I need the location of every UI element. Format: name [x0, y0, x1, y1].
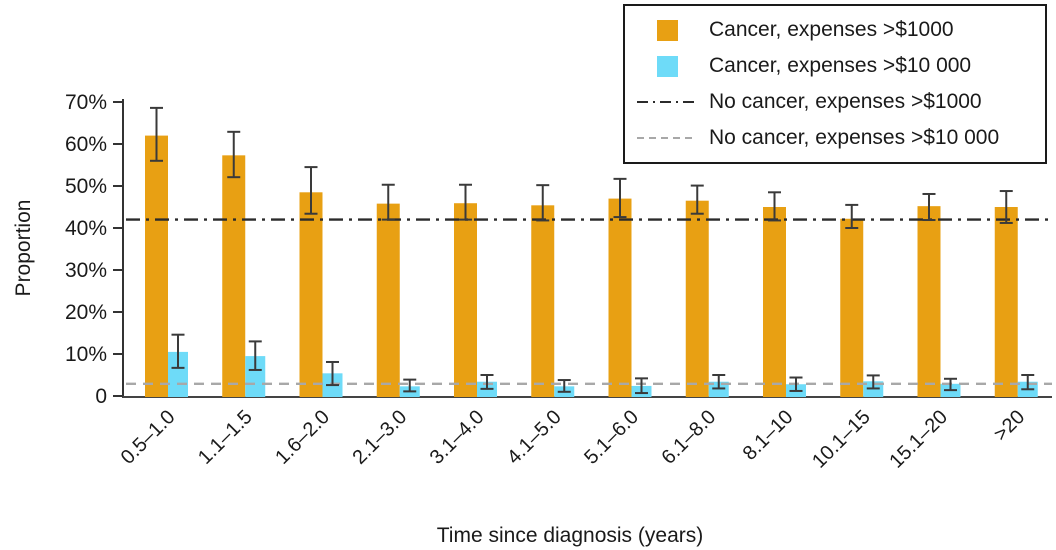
- legend-item: Cancer, expenses >$1000: [625, 18, 1045, 42]
- color-swatch: [656, 19, 678, 41]
- bar-cancer-gt1000: [763, 207, 786, 397]
- bar-cancer-gt10000: [245, 356, 266, 397]
- bar-cancer-gt1000: [840, 218, 864, 397]
- x-tick-label: 3.1–4.0: [426, 406, 489, 469]
- x-tick-label: 5.1–6.0: [580, 406, 643, 469]
- x-tick-label: 0.5–1.0: [117, 406, 180, 469]
- legend-item: Cancer, expenses >$10 000: [625, 54, 1045, 78]
- x-tick-label: 10.1–15: [808, 406, 875, 473]
- legend-item: No cancer, expenses >$1000: [625, 90, 1045, 114]
- legend-item-label: Cancer, expenses >$10 000: [709, 54, 972, 77]
- bar-cancer-gt1000: [454, 203, 477, 397]
- bar-cancer-gt1000: [608, 198, 632, 397]
- y-tick-label: 30%: [65, 259, 107, 282]
- bar-cancer-gt1000: [145, 135, 168, 397]
- x-tick-label: 2.1–3.0: [349, 406, 412, 469]
- y-tick-label: 10%: [65, 343, 107, 366]
- y-tick-label: 40%: [65, 217, 107, 240]
- dashdot-line-sample: [637, 101, 697, 103]
- color-swatch: [656, 55, 678, 77]
- y-tick-label: 0: [95, 385, 107, 408]
- dashed-line-sample: [637, 137, 697, 139]
- legend-swatch-icon: [625, 55, 709, 77]
- x-tick-label: 15.1–20: [885, 406, 952, 473]
- legend-item-label: No cancer, expenses >$10 000: [709, 126, 1000, 149]
- y-tick-label: 60%: [65, 133, 107, 156]
- legend-item-label: Cancer, expenses >$1000: [709, 18, 954, 41]
- legend-item: No cancer, expenses >$10 000: [625, 126, 1045, 150]
- x-tick-label: >20: [990, 406, 1030, 446]
- x-tick-label: 4.1–5.0: [503, 406, 566, 469]
- legend-box: Cancer, expenses >$1000 Cancer, expenses …: [623, 4, 1047, 164]
- bar-cancer-gt1000: [531, 205, 555, 397]
- x-tick-label: 6.1–8.0: [658, 406, 721, 469]
- bar-cancer-gt1000: [299, 192, 323, 397]
- bar-cancer-gt1000: [685, 200, 709, 397]
- y-axis-title: Proportion: [12, 200, 35, 297]
- legend-swatch-icon: [625, 19, 709, 41]
- x-tick-label: 1.6–2.0: [271, 406, 334, 469]
- y-tick-label: 50%: [65, 175, 107, 198]
- legend-line-icon: [625, 92, 709, 112]
- bar-cancer-gt1000: [917, 206, 941, 397]
- bar-cancer-gt10000: [168, 351, 188, 397]
- y-tick-label: 20%: [65, 301, 107, 324]
- bar-cancer-gt1000: [376, 203, 400, 397]
- bar-cancer-gt1000: [994, 207, 1018, 397]
- legend-line-icon: [625, 128, 709, 148]
- x-tick-label: 1.1–1.5: [194, 406, 257, 469]
- y-tick-label: 70%: [65, 91, 107, 114]
- bar-cancer-gt1000: [222, 155, 246, 397]
- x-tick-label: 8.1–10: [739, 406, 798, 465]
- legend-item-label: No cancer, expenses >$1000: [709, 90, 982, 113]
- x-axis-title: Time since diagnosis (years): [437, 524, 703, 547]
